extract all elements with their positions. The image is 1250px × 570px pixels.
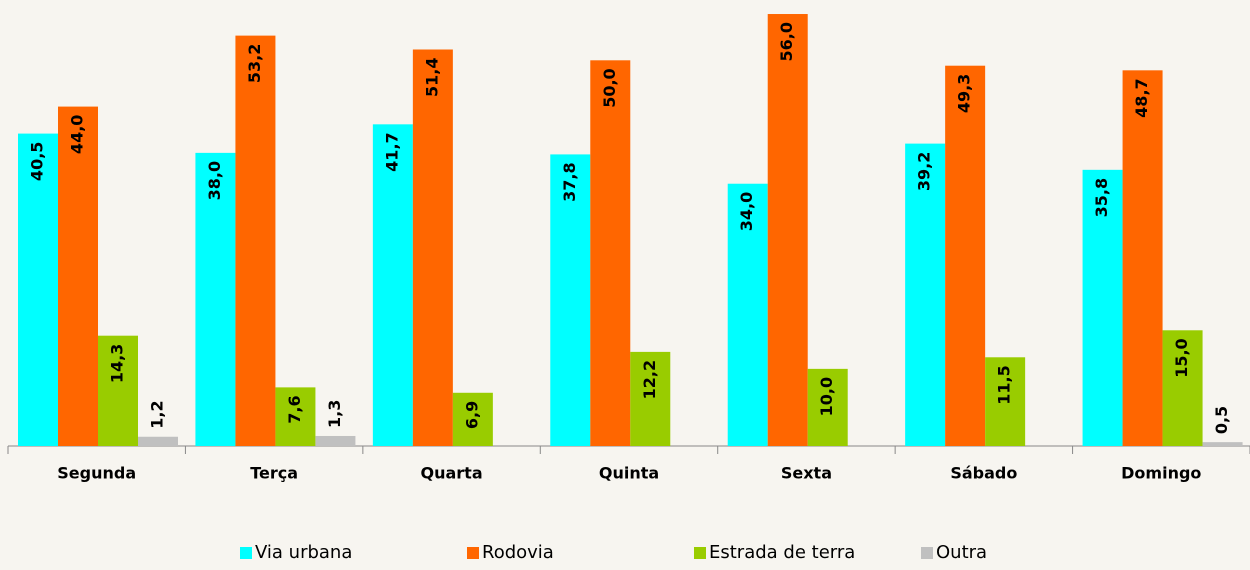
x-tick-label: Sexta bbox=[781, 464, 832, 483]
data-label: 40,5 bbox=[28, 142, 47, 181]
data-label: 10,0 bbox=[817, 377, 836, 416]
legend-label: Outra bbox=[936, 542, 987, 563]
bar bbox=[1202, 442, 1243, 446]
data-label: 1,3 bbox=[325, 400, 344, 428]
x-tick-label: Terça bbox=[250, 464, 298, 483]
x-tick-label: Quinta bbox=[599, 464, 659, 483]
bar bbox=[195, 152, 236, 447]
bar bbox=[550, 154, 591, 446]
data-label: 7,6 bbox=[285, 395, 304, 423]
legend-label: Estrada de terra bbox=[709, 542, 855, 563]
data-label: 56,0 bbox=[777, 22, 796, 61]
bar bbox=[1162, 330, 1203, 446]
bar bbox=[945, 65, 986, 446]
bar bbox=[58, 106, 98, 447]
data-label: 41,7 bbox=[382, 132, 401, 171]
data-label: 37,8 bbox=[560, 162, 579, 201]
data-label: 0,5 bbox=[1212, 406, 1231, 434]
bar bbox=[985, 357, 1026, 446]
data-label: 39,2 bbox=[915, 152, 934, 191]
data-label: 53,2 bbox=[245, 44, 264, 83]
data-label: 44,0 bbox=[68, 115, 87, 154]
data-label: 15,0 bbox=[1172, 338, 1191, 377]
bar bbox=[98, 335, 138, 446]
x-tick-label: Sábado bbox=[950, 464, 1017, 483]
x-tick-label: Quarta bbox=[421, 464, 483, 483]
bar bbox=[590, 60, 631, 447]
data-label: 49,3 bbox=[955, 74, 974, 113]
data-label: 6,9 bbox=[462, 401, 481, 429]
legend-swatch bbox=[240, 547, 252, 559]
bar bbox=[18, 133, 58, 446]
legend-label: Rodovia bbox=[482, 542, 554, 563]
data-label: 50,0 bbox=[600, 68, 619, 107]
bar bbox=[412, 49, 453, 447]
x-tick-label: Segunda bbox=[57, 464, 136, 483]
bar bbox=[235, 35, 276, 446]
data-label: 35,8 bbox=[1092, 178, 1111, 217]
legend-swatch bbox=[921, 547, 933, 559]
data-label: 34,0 bbox=[737, 192, 756, 231]
data-label: 1,2 bbox=[148, 400, 167, 428]
bar bbox=[138, 436, 178, 446]
legend-label: Via urbana bbox=[255, 542, 352, 563]
bar bbox=[727, 183, 768, 446]
data-label: 38,0 bbox=[205, 161, 224, 200]
data-label: 51,4 bbox=[422, 58, 441, 97]
bar bbox=[452, 392, 493, 446]
bar bbox=[275, 387, 316, 446]
data-label: 48,7 bbox=[1132, 78, 1151, 117]
bar bbox=[372, 124, 413, 446]
bar bbox=[1082, 169, 1123, 446]
legend-swatch bbox=[694, 547, 706, 559]
bar bbox=[905, 143, 946, 446]
bar bbox=[315, 435, 356, 446]
legend-swatch bbox=[467, 547, 479, 559]
data-label: 11,5 bbox=[995, 365, 1014, 404]
data-label: 14,3 bbox=[108, 344, 127, 383]
bar bbox=[630, 351, 671, 446]
x-tick-label: Domingo bbox=[1121, 464, 1201, 483]
bar bbox=[767, 14, 808, 447]
data-label: 12,2 bbox=[640, 360, 659, 399]
bar bbox=[1122, 70, 1163, 447]
bar bbox=[807, 368, 848, 446]
